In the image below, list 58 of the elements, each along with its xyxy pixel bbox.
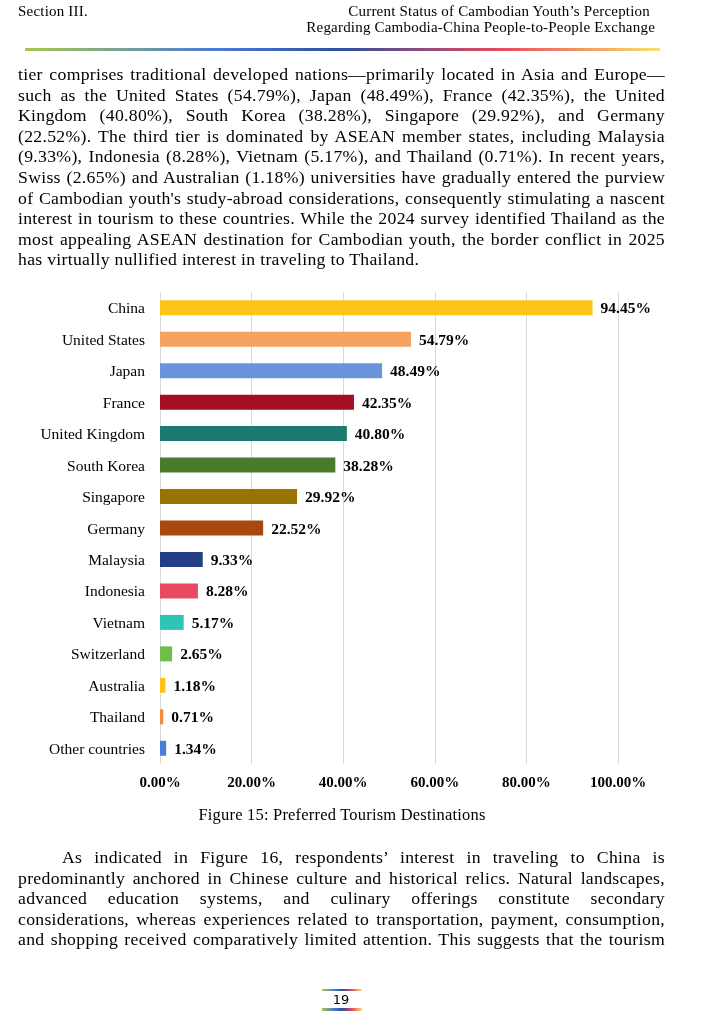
data-label: 40.80%	[354, 425, 406, 443]
data-label: 2.65%	[180, 645, 223, 663]
y-tick-label: United States	[61, 330, 145, 348]
bar	[160, 363, 383, 379]
data-label: 0.71%	[171, 708, 214, 726]
y-tick-label: Other countries	[49, 739, 145, 757]
data-label: 5.17%	[191, 613, 235, 631]
data-label: 29.92%	[305, 488, 356, 506]
x-tick-label: 100.00%	[589, 773, 647, 790]
x-tick-label: 80.00%	[502, 773, 551, 790]
x-tick-label: 60.00%	[410, 773, 460, 790]
y-tick-label: United Kingdom	[40, 425, 145, 443]
bar	[160, 426, 347, 442]
bar	[160, 520, 264, 536]
x-tick-label: 20.00%	[227, 773, 276, 790]
y-tick-label: Singapore	[82, 488, 146, 506]
x-tick-label: 0.00%	[139, 773, 181, 790]
bar	[160, 583, 198, 599]
x-tick-label: 40.00%	[318, 773, 368, 790]
data-label: 22.52%	[271, 519, 322, 537]
data-label: 1.18%	[173, 676, 217, 694]
text: Current Status of Cambodian Youth’s Perception	[348, 3, 650, 20]
data-label: 42.35%	[361, 393, 413, 411]
data-label: 8.28%	[205, 582, 249, 600]
bar	[160, 740, 167, 756]
bar	[160, 709, 164, 725]
y-tick-label: Australia	[88, 676, 146, 694]
data-label: 38.28%	[343, 456, 394, 474]
bar	[160, 677, 166, 693]
y-tick-label: Germany	[87, 519, 146, 537]
text: 19	[331, 992, 351, 1007]
text: As indicated in Figure 16, respondents’ interest in traveling to China is predominantly anchored in Chinese culture and historical relics. Natural landscapes, advanced education systems, and culinary offerings constitute secondary considerations, whereas experiences related to transportation, payment, consumption, and shopping received comparatively limited attention. This suggests that the tourism	[18, 847, 665, 950]
bar	[160, 394, 354, 410]
y-tick-label: Switzerland	[70, 645, 146, 663]
text: Regarding Cambodia-China People-to-People Exchange	[306, 19, 655, 36]
bar	[160, 331, 411, 347]
text: Section III.	[18, 3, 88, 20]
bar	[160, 614, 184, 630]
text: Figure 15: Preferred Tourism Destinations	[197, 805, 487, 825]
y-tick-label: South Korea	[67, 456, 146, 474]
data-label: 9.33%	[210, 550, 254, 568]
data-label: 94.45%	[600, 299, 651, 317]
y-tick-label: Malaysia	[88, 550, 146, 568]
text: tier comprises traditional developed nations—primarily located in Asia and Europe—such as the United States (54.79%), Japan (48.49%), France (42.35%), the United Kingdom (40.80%), South Korea (38.28%), Singapore (29.92%), and Germany (22.52%). The third tier is dominated by ASEAN member states, including Malaysia (9.33%), Indonesia (8.28%), Vietnam (5.17%), and Thailand (0.71%). In recent years, Swiss (2.65%) and Australian (1.18%) universities have gradually entered the purview of Cambodian youth's study-abroad considerations, consequently stimulating a nascent interest in tourism to these countries. While the 2024 survey identified Thailand as the most appealing ASEAN destination for Cambodian youth, the border conflict in 2025 has virtually nullified interest in traveling to Thailand.	[18, 64, 665, 270]
y-tick-label: Thailand	[89, 708, 146, 726]
bar	[160, 646, 173, 662]
data-label: 48.49%	[390, 362, 441, 380]
data-label: 1.34%	[174, 739, 217, 757]
y-tick-label: Indonesia	[84, 582, 146, 600]
bar	[160, 489, 298, 505]
y-tick-label: France	[102, 393, 146, 411]
bar	[160, 300, 593, 316]
y-tick-label: China	[107, 299, 146, 317]
bar	[160, 457, 336, 473]
y-tick-label: Vietnam	[92, 613, 145, 631]
y-tick-label: Japan	[109, 362, 146, 380]
bar	[160, 551, 203, 567]
data-label: 54.79%	[418, 330, 470, 348]
